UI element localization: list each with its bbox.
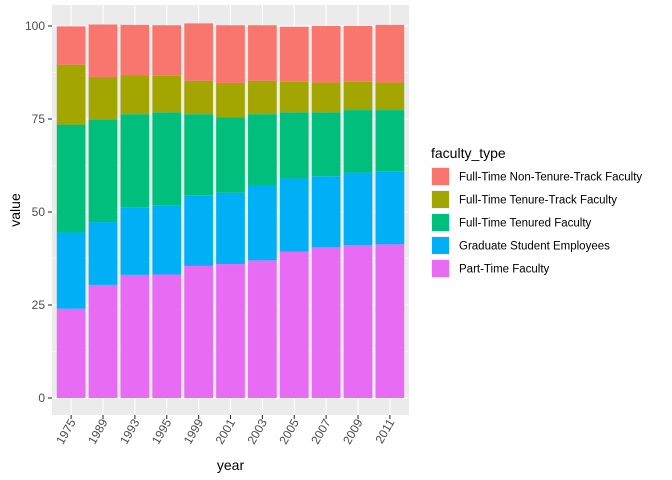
bar-segment	[248, 25, 277, 81]
bar-segment	[56, 26, 86, 65]
bar-segment	[120, 207, 150, 275]
bar-segment	[56, 64, 86, 125]
bar-segment	[152, 112, 182, 206]
legend-label: Part-Time Faculty	[459, 264, 550, 276]
legend-swatch	[432, 191, 449, 208]
x-tick-label: 1999	[181, 416, 207, 446]
x-tick-label: 1989	[85, 416, 111, 446]
bar-segment	[343, 81, 373, 111]
x-axis: 1975 1989 1993 1995 1999 2001 2003 2005 2007 2009…	[53, 415, 398, 447]
x-tick-label: 1995	[149, 416, 175, 446]
legend-swatch	[432, 168, 449, 185]
legend-label: Full-Time Tenure-Track Faculty	[459, 195, 617, 207]
bar-segment	[120, 24, 150, 76]
bar-segment	[56, 232, 86, 309]
x-tick-label: 2009	[340, 416, 366, 446]
bar-segment	[311, 26, 341, 83]
bar-segment	[184, 265, 213, 398]
legend-label: Graduate Student Employees	[459, 241, 610, 253]
bar-segment	[184, 195, 213, 266]
y-tick-label: 25	[32, 298, 46, 312]
bar-segment	[216, 117, 245, 193]
bar-segment	[375, 24, 405, 83]
bar-segment	[343, 26, 373, 82]
x-tick-label: 2011	[372, 416, 397, 446]
bar-segment	[216, 82, 245, 118]
bar-segment	[375, 82, 405, 111]
x-tick-label: 2001	[213, 416, 239, 446]
legend: faculty_type Full-Time Non-Tenure-Track …	[431, 145, 642, 278]
bar-segment	[120, 75, 150, 115]
bar-segment	[216, 264, 245, 398]
legend-title: faculty_type	[431, 145, 506, 161]
bar-segment	[88, 24, 118, 77]
bar-segment	[311, 82, 341, 113]
bar-segment	[88, 284, 118, 398]
bar-segment	[88, 119, 118, 223]
bar-segment	[216, 25, 245, 83]
y-tick-label: 0	[38, 391, 45, 405]
y-tick-label: 50	[32, 205, 46, 219]
bar-segment	[248, 80, 277, 115]
x-axis-title: year	[217, 457, 245, 473]
bar-segment	[152, 274, 182, 398]
bar-segment	[279, 112, 309, 179]
bar-segment	[152, 205, 182, 275]
x-tick-label: 1993	[117, 416, 143, 446]
bar-segment	[343, 245, 373, 398]
bar-segment	[279, 251, 309, 398]
bar-segment	[343, 172, 373, 246]
bar-segment	[152, 25, 182, 76]
y-axis: 0 25 50 75 100	[25, 19, 52, 405]
bar-segment	[120, 274, 150, 398]
bar-segment	[88, 222, 118, 285]
bar-segment	[184, 114, 213, 196]
x-tick-label: 2007	[308, 416, 334, 446]
bar-segment	[184, 23, 213, 81]
y-tick-label: 100	[25, 19, 45, 33]
bar-segment	[88, 76, 118, 120]
bar-segment	[152, 75, 182, 113]
legend-label: Full-Time Tenured Faculty	[459, 218, 592, 230]
bar-segment	[56, 308, 86, 398]
legend-swatch	[432, 214, 449, 231]
bar-segment	[184, 80, 213, 115]
bar-segment	[311, 247, 341, 398]
y-axis-title: value	[7, 193, 23, 227]
bar-segment	[311, 176, 341, 248]
bar-segment	[279, 26, 309, 82]
bar-segment	[248, 114, 277, 186]
y-tick-label: 75	[32, 112, 46, 126]
bar-segment	[216, 192, 245, 265]
bar-segment	[279, 81, 309, 113]
x-tick-label: 1975	[53, 416, 79, 446]
bar-segment	[343, 110, 373, 173]
bar-segment	[248, 260, 277, 398]
x-tick-label: 2003	[244, 416, 270, 446]
legend-swatch	[432, 260, 449, 277]
legend-swatch	[432, 237, 449, 254]
x-tick-label: 2005	[276, 416, 302, 446]
legend-label: Full-Time Non-Tenure-Track Faculty	[459, 172, 642, 184]
bar-segment	[120, 114, 150, 208]
bar-segment	[375, 244, 405, 398]
bar-segment	[56, 124, 86, 233]
bar-segment	[248, 185, 277, 261]
bar-segment	[375, 110, 405, 172]
bar-segment	[375, 171, 405, 245]
bars	[56, 23, 405, 398]
bar-segment	[311, 112, 341, 177]
bar-segment	[279, 178, 309, 252]
